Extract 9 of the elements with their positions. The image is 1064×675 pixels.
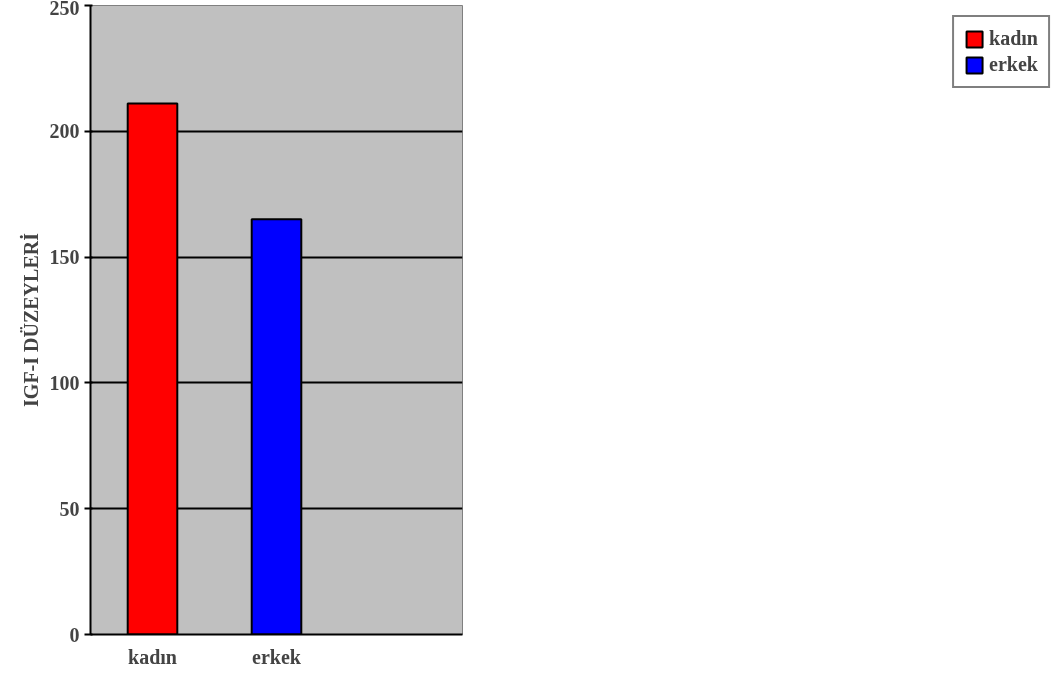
legend-label: kadın	[989, 27, 1038, 50]
y-tick-label: 0	[69, 623, 80, 646]
legend-label: erkek	[989, 53, 1038, 76]
y-tick-label: 150	[49, 246, 80, 269]
y-tick-label: 250	[49, 0, 80, 19]
y-tick-label: 100	[49, 371, 80, 394]
y-tick-label: 50	[59, 497, 80, 520]
y-axis-title: IGF-I DÜZEYLERİ	[18, 232, 42, 407]
y-tick-label: 200	[49, 120, 80, 143]
